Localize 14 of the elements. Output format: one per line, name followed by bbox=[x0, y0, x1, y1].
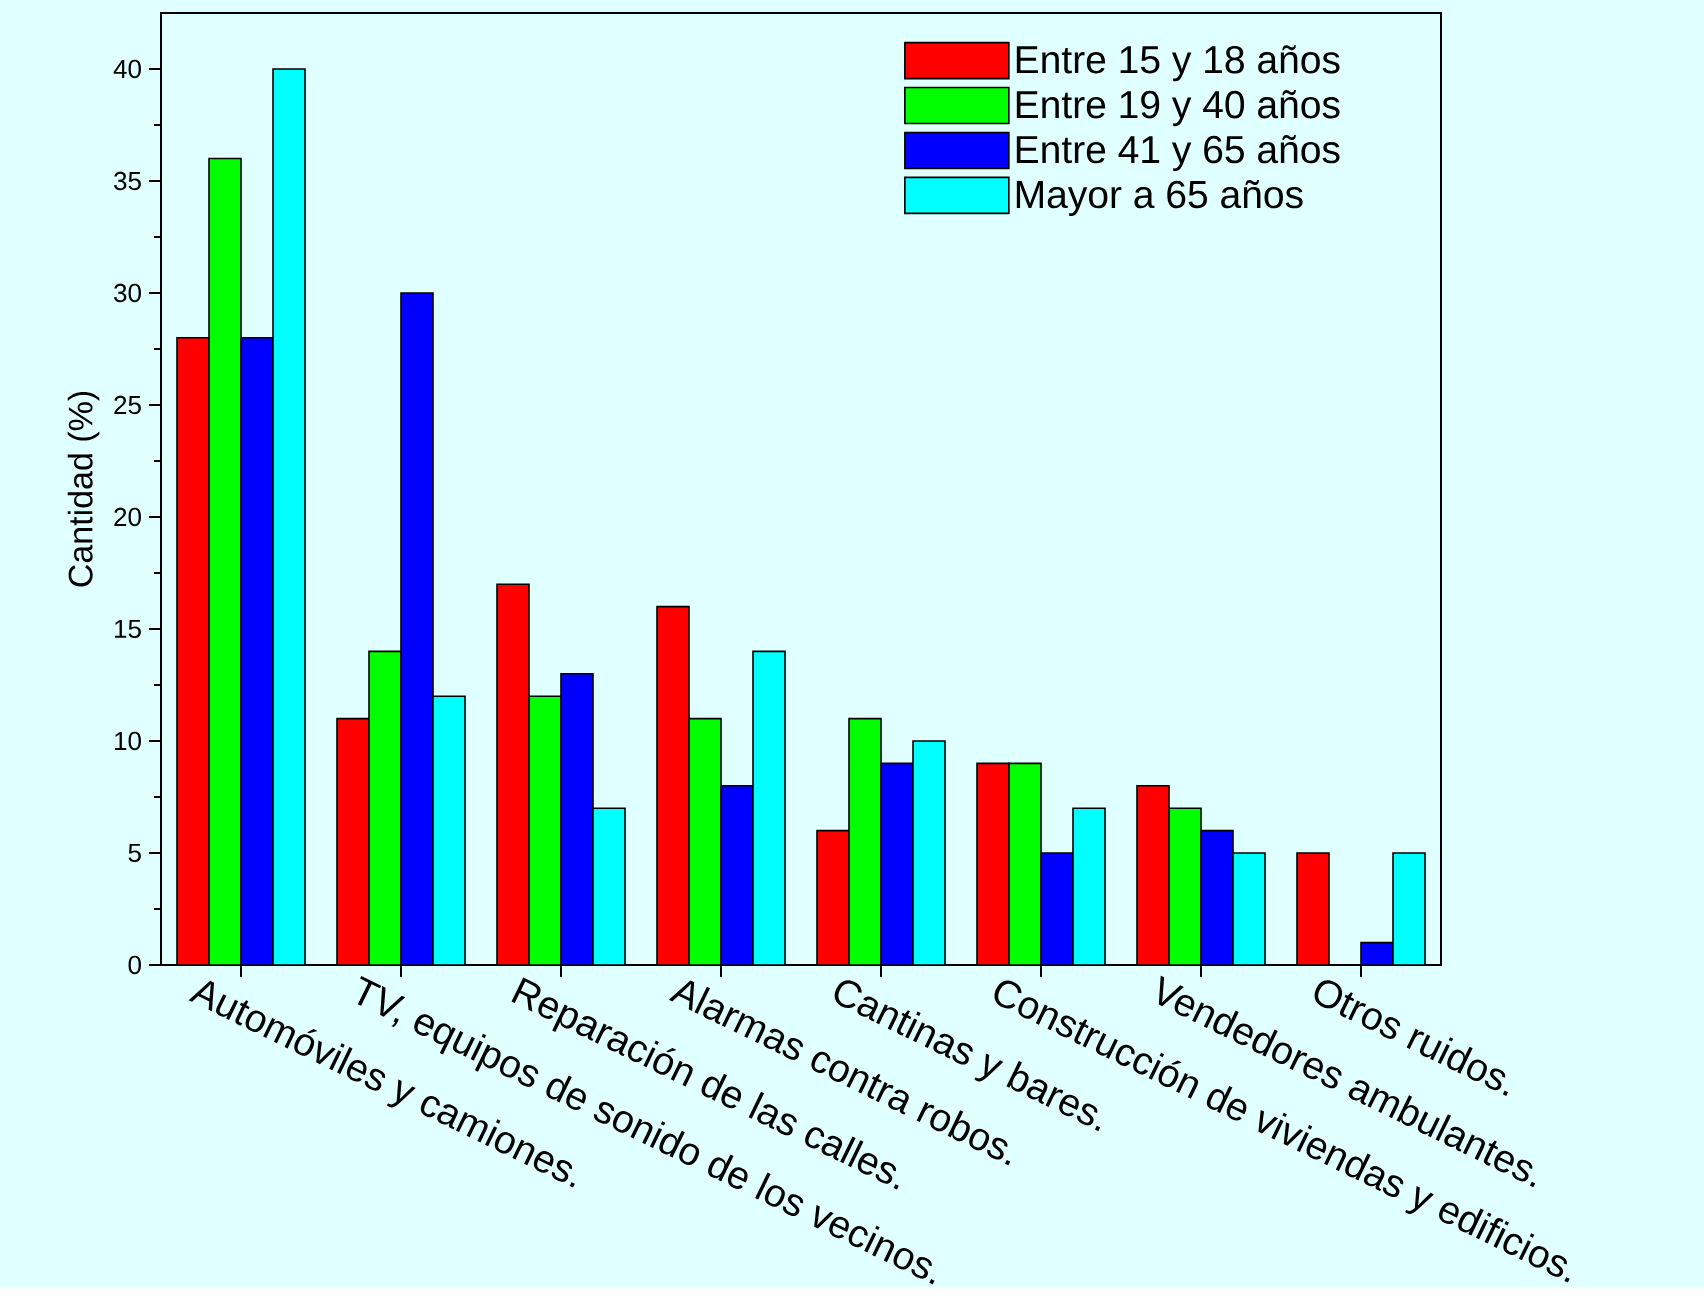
y-tick-label: 40 bbox=[113, 59, 141, 79]
legend-label: Mayor a 65 años bbox=[1016, 179, 1303, 216]
y-tick-label: 5 bbox=[128, 843, 141, 862]
y-tick-label: 25 bbox=[114, 395, 141, 415]
y-tick-label: 30 bbox=[114, 283, 141, 303]
y-tick-label: 0 bbox=[128, 955, 141, 975]
y-axis-title: Cantidad (%) bbox=[67, 391, 100, 587]
legend-label: Entre 41 y 65 años bbox=[1016, 134, 1340, 171]
y-tick-label: 35 bbox=[114, 171, 141, 191]
y-tick-label: 20 bbox=[114, 507, 141, 527]
legend-label: Entre 19 y 40 años bbox=[1016, 89, 1340, 127]
legend-label: Entre 15 y 18 años bbox=[1016, 45, 1340, 82]
y-tick-label: 10 bbox=[115, 731, 141, 751]
y-tick-label: 15 bbox=[115, 619, 141, 638]
